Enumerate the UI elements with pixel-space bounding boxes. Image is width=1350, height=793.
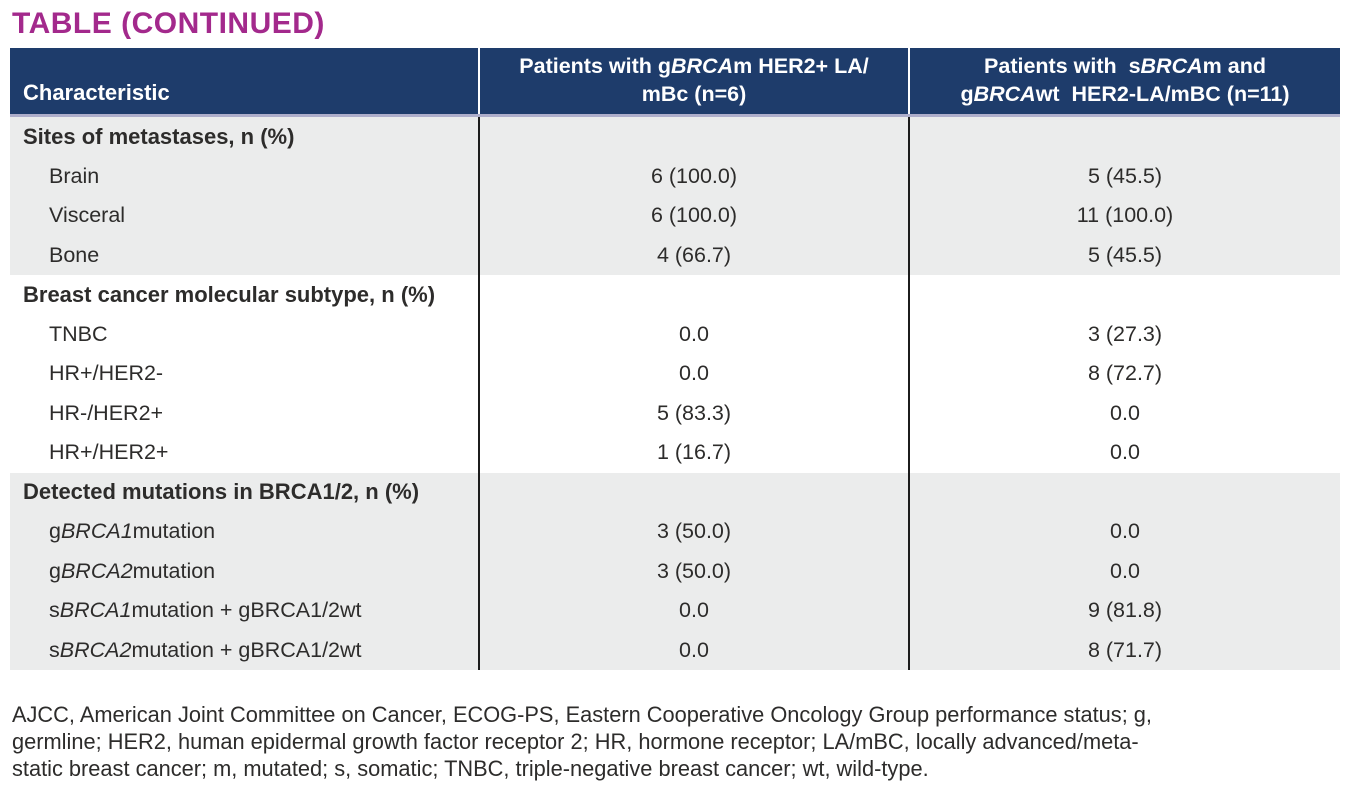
value-cell: 0.0 (478, 314, 908, 354)
characteristic-cell: HR+/HER2+ (49, 440, 169, 465)
value-cell: 3 (27.3) (908, 314, 1340, 354)
column-header-sbrcam-gbrcawt: Patients with sBRCAm and gBRCAwt HER2-LA/… (908, 48, 1340, 114)
table-body: Sites of metastases, n (%) Brain 6 (100.0)… (10, 117, 1340, 670)
column-header-line: gBRCAwt HER2-LA/mBC (n=11) (960, 82, 1290, 106)
section-header-cell: Detected mutations in BRCA1/2, n (%) (23, 479, 420, 505)
table-row: g BRCA2 mutation 3 (50.0) 0.0 (10, 551, 1340, 591)
table-row: TNBC 0.0 3 (27.3) (10, 314, 1340, 354)
column-header-line: Patients with sBRCAm and (984, 54, 1266, 79)
characteristic-cell: g BRCA2 mutation (49, 558, 216, 583)
section-header-cell: Breast cancer molecular subtype, n (%) (23, 281, 436, 307)
footnote: AJCC, American Joint Committee on Cancer… (12, 701, 1342, 782)
value-cell: 5 (45.5) (908, 235, 1340, 275)
section-header-cell: Sites of metastases, n (%) (23, 123, 295, 149)
value-cell: 4 (66.7) (478, 235, 908, 275)
value-cell (478, 275, 908, 315)
value-cell: 6 (100.0) (478, 196, 908, 236)
section-header-row: Breast cancer molecular subtype, n (%) (10, 275, 1340, 315)
characteristic-cell: TNBC (49, 321, 108, 346)
section-header-row: Sites of metastases, n (%) (10, 117, 1340, 157)
table-section: Sites of metastases, n (%) Brain 6 (100.0)… (10, 117, 1340, 275)
characteristic-cell: s BRCA2 mutation + gBRCA1/2wt (49, 637, 362, 662)
footnote-line: static breast cancer; m, mutated; s, som… (12, 756, 929, 781)
value-cell: 0.0 (908, 512, 1340, 552)
value-cell (908, 275, 1340, 315)
value-cell (478, 117, 908, 157)
value-cell: 9 (81.8) (908, 591, 1340, 631)
value-cell: 11 (100.0) (908, 196, 1340, 236)
value-cell: 8 (72.7) (908, 354, 1340, 394)
footnote-line: AJCC, American Joint Committee on Cancer… (12, 702, 1152, 727)
table-row: HR+/HER2- 0.0 8 (72.7) (10, 354, 1340, 394)
value-cell: 5 (83.3) (478, 393, 908, 433)
value-cell: 5 (45.5) (908, 156, 1340, 196)
table-row: Brain 6 (100.0) 5 (45.5) (10, 156, 1340, 196)
value-cell: 3 (50.0) (478, 512, 908, 552)
characteristic-cell: Visceral (49, 203, 126, 228)
value-cell: 0.0 (908, 393, 1340, 433)
table-row: HR-/HER2+ 5 (83.3) 0.0 (10, 393, 1340, 433)
characteristic-cell: g BRCA1 mutation (49, 519, 216, 544)
column-header-line: Patients with gBRCAm HER2+ LA/ (519, 54, 869, 79)
value-cell: 3 (50.0) (478, 551, 908, 591)
characteristics-table: Characteristic Patients with gBRCAm HER2+… (10, 48, 1340, 670)
table-row: HR+/HER2+ 1 (16.7) 0.0 (10, 433, 1340, 473)
value-cell (478, 472, 908, 512)
table-row: Bone 4 (66.7) 5 (45.5) (10, 235, 1340, 275)
characteristic-cell: HR-/HER2+ (49, 400, 164, 425)
value-cell (908, 117, 1340, 157)
characteristic-cell: Bone (49, 242, 100, 267)
table-section: Detected mutations in BRCA1/2, n (%) g BRC… (10, 472, 1340, 670)
value-cell: 0.0 (478, 630, 908, 670)
footnote-line: germline; HER2, human epidermal growth f… (12, 729, 1139, 754)
characteristic-cell: Brain (49, 163, 100, 188)
section-header-row: Detected mutations in BRCA1/2, n (%) (10, 472, 1340, 512)
table-row: Visceral 6 (100.0) 11 (100.0) (10, 196, 1340, 236)
column-header-gbrcam-her2pos: Patients with gBRCAm HER2+ LA/mBc (n=6) (478, 48, 908, 114)
column-header-line: Characteristic (23, 80, 170, 105)
table-row: g BRCA1 mutation 3 (50.0) 0.0 (10, 512, 1340, 552)
value-cell: 0.0 (478, 591, 908, 631)
value-cell: 0.0 (908, 551, 1340, 591)
characteristic-cell: s BRCA1 mutation + gBRCA1/2wt (49, 598, 362, 623)
value-cell: 1 (16.7) (478, 433, 908, 473)
table-header-row: Characteristic Patients with gBRCAm HER2+… (10, 48, 1340, 117)
value-cell: 6 (100.0) (478, 156, 908, 196)
table-row: s BRCA1 mutation + gBRCA1/2wt 0.0 9 (81.8) (10, 591, 1340, 631)
page-title: TABLE (CONTINUED) (12, 7, 325, 40)
table-section: Breast cancer molecular subtype, n (%) TN… (10, 275, 1340, 473)
table-row: s BRCA2 mutation + gBRCA1/2wt 0.0 8 (71.7) (10, 630, 1340, 670)
value-cell: 0.0 (478, 354, 908, 394)
characteristic-cell: HR+/HER2- (49, 361, 164, 386)
value-cell: 8 (71.7) (908, 630, 1340, 670)
value-cell (908, 472, 1340, 512)
column-header-line: mBc (n=6) (641, 82, 747, 106)
value-cell: 0.0 (908, 433, 1340, 473)
column-header-characteristic: Characteristic (10, 48, 478, 114)
